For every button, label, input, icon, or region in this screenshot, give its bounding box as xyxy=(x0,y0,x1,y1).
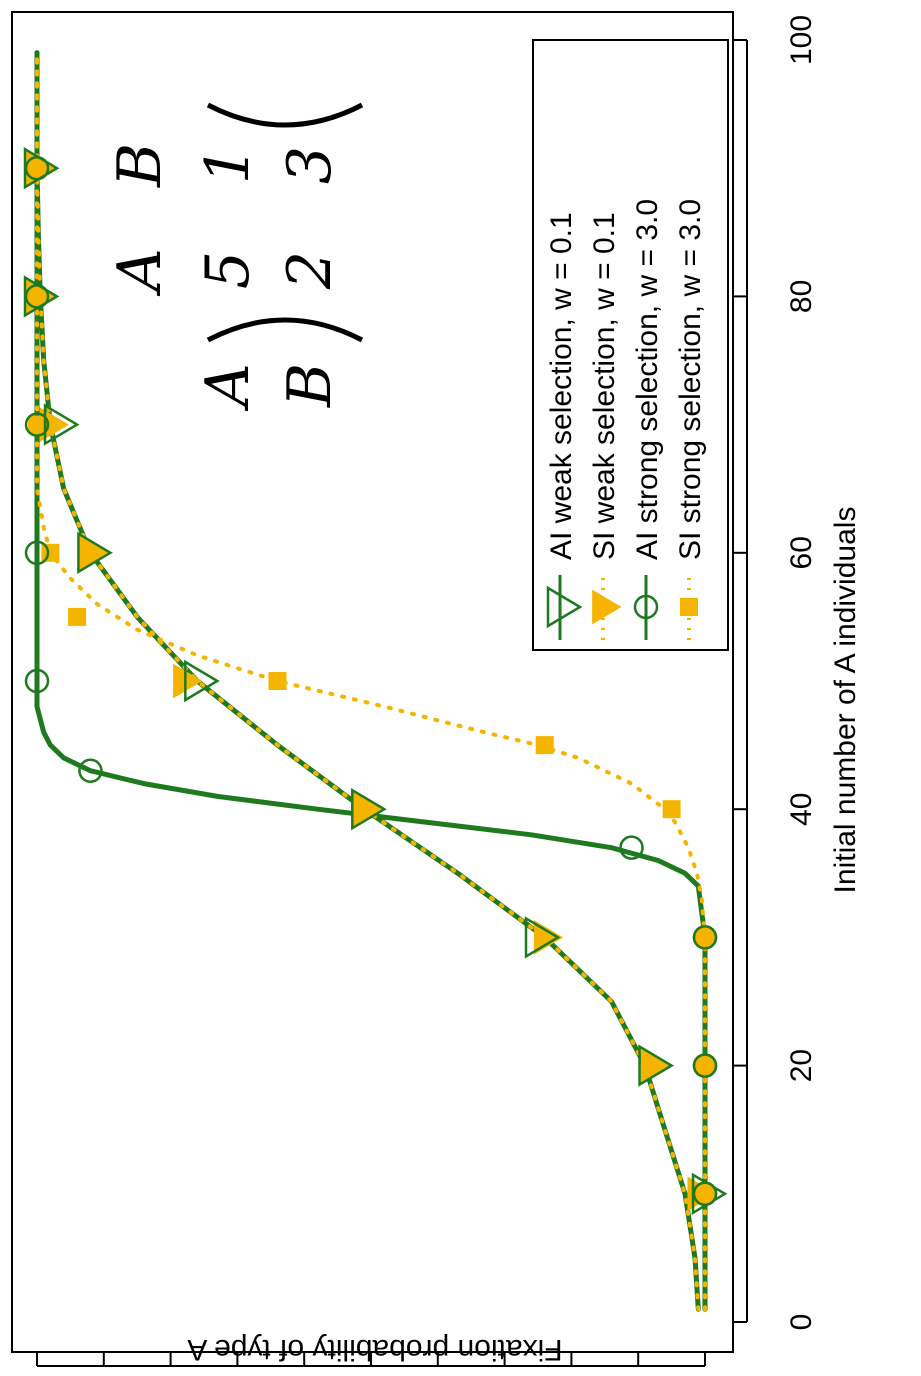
series-marker-0 xyxy=(184,659,220,703)
overlap-marker-ring xyxy=(692,925,718,950)
matrix-col-header-b: B xyxy=(105,143,175,188)
series-marker-2 xyxy=(24,284,50,309)
series-marker-2 xyxy=(619,835,644,860)
series-marker-3 xyxy=(535,736,554,755)
legend-marker-3 xyxy=(680,598,698,616)
legend: AI weak selection, w = 0.1 SI weak select… xyxy=(532,39,729,651)
matrix-right-paren xyxy=(206,102,364,128)
series-marker-3 xyxy=(41,543,60,562)
legend-box xyxy=(532,39,729,651)
series-marker-2 xyxy=(24,668,50,694)
series-marker-3 xyxy=(28,159,46,178)
y-axis-label: Fixation probability of type A xyxy=(187,1333,562,1366)
x-tick-label: 100 xyxy=(785,15,818,65)
plot-layer: 0204060801000.00.51.0 xyxy=(11,11,818,1367)
x-tick-label: 20 xyxy=(785,1049,818,1082)
legend-marker-2 xyxy=(633,594,659,620)
x-axis-label: Initial number of A individuals xyxy=(829,507,862,894)
overlap-marker xyxy=(695,927,715,948)
series-marker-0 xyxy=(638,1044,675,1087)
series-marker-1 xyxy=(173,663,203,699)
series-marker-0 xyxy=(524,916,561,959)
overlap-marker-ring xyxy=(692,1053,718,1078)
matrix-col-header-a: A xyxy=(105,248,175,296)
legend-marker-1 xyxy=(592,589,622,625)
series-marker-1 xyxy=(640,1048,671,1083)
x-tick-label: 40 xyxy=(785,793,818,826)
series-marker-3 xyxy=(28,287,46,306)
legend-label-3: SI strong selection, w = 3.0 xyxy=(674,199,707,560)
series-marker-1 xyxy=(79,535,109,571)
overlap-marker xyxy=(695,1055,715,1076)
overlap-marker xyxy=(695,1183,715,1204)
series-marker-2 xyxy=(24,412,50,437)
matrix-left-paren xyxy=(206,317,364,343)
payoff-matrix: A B A B 5 1 2 3 xyxy=(105,102,364,412)
x-tick-label: 80 xyxy=(785,280,818,313)
series-marker-1 xyxy=(353,791,383,827)
series-marker-0 xyxy=(43,403,80,446)
series-marker-2 xyxy=(78,758,103,783)
legend-label-2: AI strong selection, w = 3.0 xyxy=(631,199,664,560)
matrix-cell-ba: 2 xyxy=(275,251,345,290)
series-marker-0 xyxy=(77,531,113,574)
series-marker-3 xyxy=(268,672,287,690)
series-marker-0 xyxy=(351,788,387,831)
series-marker-3 xyxy=(662,800,681,819)
matrix-cell-ab: 1 xyxy=(193,146,263,184)
x-tick-label: 0 xyxy=(785,1314,818,1331)
series-marker-3 xyxy=(68,607,87,626)
overlap-marker-ring xyxy=(692,1181,718,1207)
series-marker-2 xyxy=(24,155,50,181)
series-line-3 xyxy=(35,50,707,1312)
matrix-row-header-a: A xyxy=(193,363,263,411)
legend-label-0: AI weak selection, w = 0.1 xyxy=(545,212,578,560)
plot-frame xyxy=(11,11,734,1353)
series-line-2 xyxy=(34,50,708,1312)
legend-marker-0 xyxy=(546,585,583,629)
matrix-row-header-b: B xyxy=(275,363,345,408)
legend-label-1: SI weak selection, w = 0.1 xyxy=(588,212,621,560)
series-marker-1 xyxy=(533,920,564,955)
matrix-cell-bb: 3 xyxy=(275,146,345,184)
x-tick-label: 60 xyxy=(785,536,818,569)
series-marker-3 xyxy=(28,415,46,434)
matrix-cell-aa: 5 xyxy=(193,251,263,289)
series-marker-2 xyxy=(24,540,50,566)
